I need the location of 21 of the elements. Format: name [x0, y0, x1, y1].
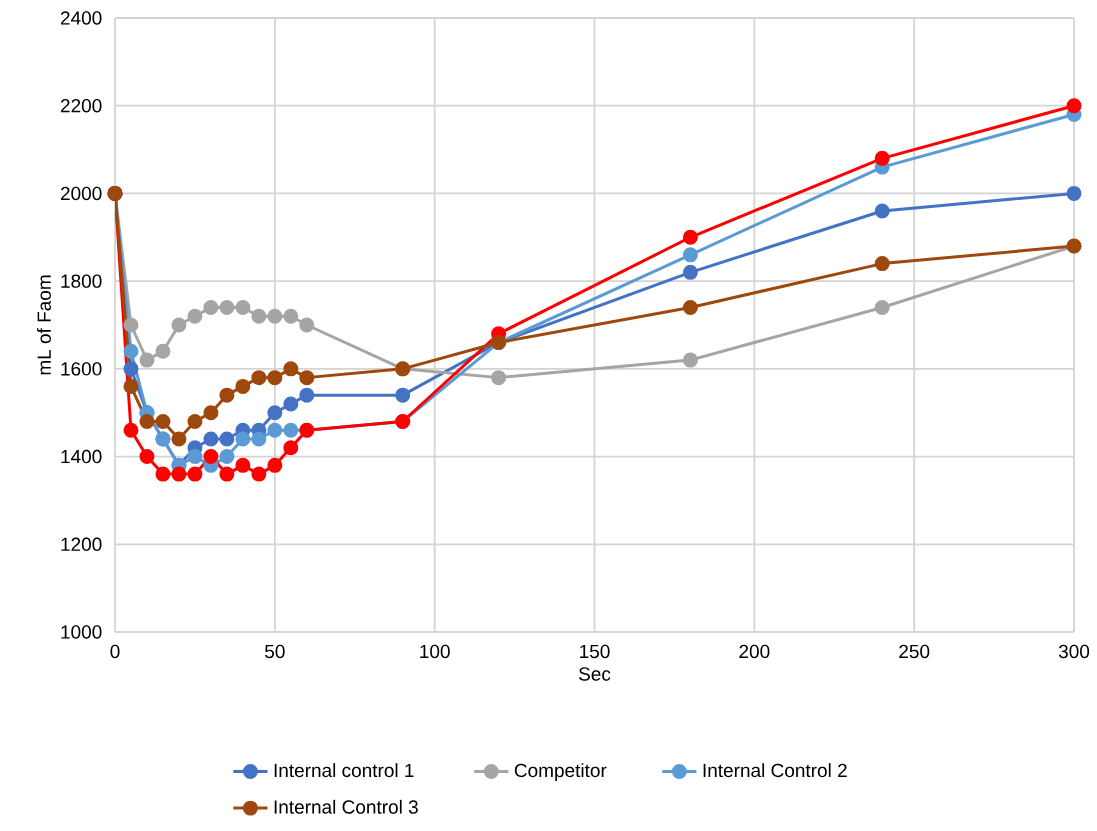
y-tick-label: 1600	[61, 362, 102, 376]
x-tick-label: 0	[110, 644, 120, 659]
legend-label: Competitor	[514, 763, 607, 781]
y-tick-label: 1200	[61, 537, 102, 552]
x-axis-title: Sec	[579, 667, 611, 681]
x-tick-label: 150	[580, 644, 610, 659]
x-tick-label: 50	[265, 644, 285, 659]
y-tick-label: 2000	[60, 186, 102, 201]
legend-label: Internal control 1	[274, 763, 414, 778]
x-tick-label: 200	[739, 644, 770, 659]
y-tick-label: 1400	[61, 449, 102, 464]
y-tick-label: 2400	[60, 11, 102, 25]
x-tick-label: 250	[899, 644, 930, 659]
y-tick-label: 1800	[61, 274, 102, 288]
legend-label: Internal Control 2	[703, 763, 847, 778]
legend-label: Internal Control 3	[274, 799, 418, 814]
x-tick-label: 300	[1058, 644, 1090, 659]
y-tick-label: 1000	[61, 625, 102, 639]
y-tick-label: 2200	[60, 98, 102, 113]
y-axis-title: mL of Faom	[36, 275, 51, 375]
x-tick-label: 100	[420, 644, 450, 659]
